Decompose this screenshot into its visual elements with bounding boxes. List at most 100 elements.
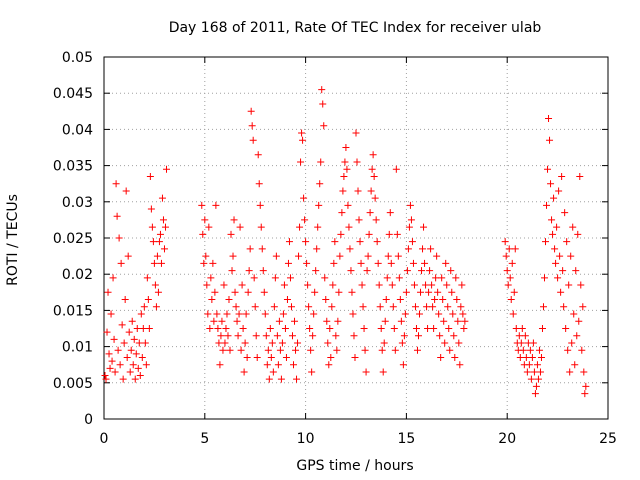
data-point [287, 303, 295, 311]
data-point [560, 303, 568, 311]
data-point [400, 332, 408, 340]
data-point [516, 353, 524, 361]
data-point [579, 303, 587, 311]
data-point [413, 346, 421, 354]
data-point [359, 303, 367, 311]
data-point [553, 223, 561, 231]
data-point [282, 353, 290, 361]
data-point [322, 296, 330, 304]
data-point [508, 259, 516, 267]
data-point [427, 245, 435, 253]
data-point [340, 172, 348, 180]
data-point [228, 267, 236, 275]
data-point [425, 288, 433, 296]
data-point [218, 317, 226, 325]
data-point [136, 372, 144, 380]
data-point [546, 136, 554, 144]
data-point [155, 238, 163, 246]
data-point [131, 375, 139, 383]
data-point [392, 165, 400, 173]
data-point [306, 325, 314, 332]
data-point [336, 252, 344, 260]
data-point [445, 325, 453, 332]
x-tick-label: 25 [599, 431, 617, 447]
data-point [344, 201, 352, 209]
data-point [544, 165, 552, 173]
data-point [221, 339, 229, 347]
data-point [311, 288, 319, 296]
data-point [411, 303, 419, 311]
data-point [337, 230, 345, 238]
data-point [199, 230, 207, 238]
data-point [372, 216, 380, 224]
data-point [236, 223, 244, 231]
data-point [389, 303, 397, 311]
data-point [108, 357, 116, 365]
data-point [286, 274, 294, 282]
data-point [230, 216, 238, 224]
data-point [537, 353, 545, 361]
data-point [113, 212, 121, 220]
data-point [151, 281, 159, 289]
data-point [262, 332, 270, 340]
data-point [357, 259, 365, 267]
data-point [430, 325, 438, 332]
data-point [300, 194, 308, 202]
data-point [115, 234, 123, 242]
data-point [572, 267, 580, 275]
data-point [365, 230, 373, 238]
data-point [502, 252, 510, 260]
data-point [301, 216, 309, 224]
data-point [247, 107, 255, 115]
y-tick-label: 0.015 [53, 303, 93, 319]
data-point [200, 259, 208, 267]
data-point [261, 310, 269, 318]
data-point [110, 335, 118, 343]
data-point [234, 332, 242, 340]
data-point [563, 238, 571, 246]
y-tick-label: 0 [84, 412, 93, 428]
data-point [266, 325, 274, 332]
data-point [460, 325, 468, 332]
data-point [576, 172, 584, 180]
data-point [447, 267, 455, 275]
data-point [534, 375, 542, 383]
data-point [435, 310, 443, 318]
data-point [366, 209, 374, 217]
data-point [143, 274, 151, 282]
data-point [453, 296, 461, 304]
y-tick-label: 0.04 [62, 122, 93, 138]
data-point [535, 346, 543, 354]
data-point [442, 259, 450, 267]
data-point [375, 281, 383, 289]
data-point [224, 332, 232, 340]
data-point [309, 332, 317, 340]
data-point [232, 303, 240, 311]
y-tick-label: 0.05 [62, 50, 93, 66]
data-point [162, 165, 170, 173]
data-point [208, 296, 216, 304]
data-point [539, 303, 547, 311]
data-point [559, 267, 567, 275]
data-point [321, 274, 329, 282]
data-point [304, 281, 312, 289]
data-point [451, 353, 459, 361]
data-point [505, 245, 513, 253]
data-point [387, 259, 395, 267]
data-point [281, 325, 289, 332]
data-point [260, 288, 268, 296]
y-axis-label: ROTI / TECUs [5, 194, 21, 286]
data-point [519, 346, 527, 354]
data-point [449, 310, 457, 318]
data-point [396, 296, 404, 304]
data-point [440, 317, 448, 325]
data-point [424, 325, 432, 332]
data-point [434, 288, 442, 296]
data-point [107, 310, 115, 318]
y-tick-label: 0.025 [53, 231, 93, 247]
data-point [272, 252, 280, 260]
data-point [106, 364, 114, 372]
data-point [545, 115, 553, 123]
data-point [283, 296, 291, 304]
